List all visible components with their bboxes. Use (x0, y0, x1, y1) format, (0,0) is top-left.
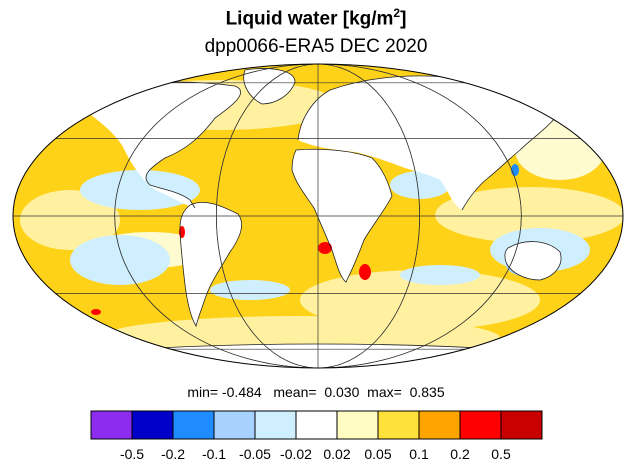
globe-outline (12, 63, 624, 369)
ocean-light-region (20, 190, 120, 250)
graticule-meridian (114, 64, 522, 368)
graticule-meridian (215, 64, 421, 368)
min-label: min= (187, 384, 219, 400)
stats-line: min= -0.484 mean= 0.030 max= 0.835 (0, 384, 632, 400)
north-america-land (70, 82, 241, 208)
africa-land (292, 149, 392, 282)
max-label: max= (367, 384, 402, 400)
map-title: Liquid water [kg/m2] (225, 6, 407, 30)
max-value: 0.835 (409, 384, 445, 400)
ocean-light-region (435, 187, 623, 243)
south-america-land (180, 202, 242, 326)
extreme-positive-patch (318, 242, 332, 254)
mean-value: 0.030 (324, 384, 360, 400)
extreme-positive-patch (359, 264, 371, 280)
ocean-light-region (300, 270, 540, 330)
europe-asia-land (298, 75, 555, 210)
extreme-positive-patch (91, 309, 101, 315)
mean-label: mean= (273, 384, 317, 400)
australia-land (504, 241, 562, 280)
negative-region (390, 171, 450, 199)
negative-region (80, 170, 200, 210)
negative-region (70, 235, 170, 285)
map-area (13, 64, 623, 368)
min-value: -0.484 (221, 384, 262, 400)
negative-region-strong (511, 164, 519, 176)
negative-region (400, 265, 480, 285)
negative-region (210, 280, 290, 300)
map-subtitle: dpp0066-ERA5 DEC 2020 (204, 36, 428, 57)
graticule (13, 64, 623, 368)
